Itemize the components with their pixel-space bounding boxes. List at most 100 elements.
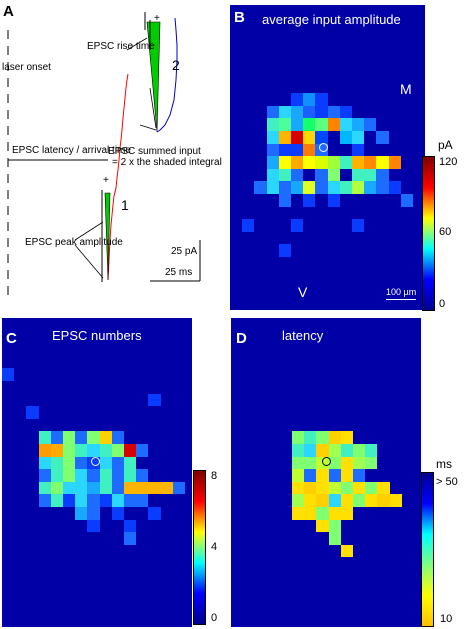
heatmap-cell xyxy=(75,494,88,507)
orientation-m: M xyxy=(400,81,412,97)
heatmap-cell xyxy=(2,368,15,381)
heatmap-cell xyxy=(278,181,291,194)
heatmap-cell xyxy=(388,181,401,194)
heatmap-cell xyxy=(266,168,279,182)
heatmap-cell xyxy=(352,219,365,232)
heatmap-cell xyxy=(340,456,353,470)
heatmap-cell xyxy=(278,194,291,207)
heatmap-cell xyxy=(124,469,137,482)
heatmap-cell xyxy=(50,481,63,495)
heatmap-cell xyxy=(99,481,112,495)
heatmap-cell xyxy=(327,168,340,182)
epsc-count-tick-min: 0 xyxy=(211,612,218,624)
heatmap-cell xyxy=(278,168,291,182)
heatmap-cell xyxy=(87,481,100,495)
heatmap-cell xyxy=(136,481,149,495)
heatmap-cell xyxy=(99,494,112,507)
heatmap-cell xyxy=(352,156,365,169)
heatmap-cell xyxy=(315,105,328,119)
heatmap-cell xyxy=(292,456,305,470)
heatmap-cell xyxy=(376,131,389,144)
heatmap-cell xyxy=(124,519,137,533)
heatmap-cell xyxy=(38,431,51,444)
heatmap-cell xyxy=(352,143,365,157)
heatmap-cell xyxy=(315,156,328,169)
heatmap-cell xyxy=(111,494,124,507)
heatmap-cell xyxy=(75,431,88,444)
heatmap-cell xyxy=(388,156,401,169)
heatmap-cell xyxy=(328,519,341,533)
heatmap-cell xyxy=(87,431,100,444)
heatmap-cell xyxy=(291,181,304,194)
heatmap-cell xyxy=(328,431,341,444)
heatmap-cell xyxy=(364,168,377,182)
panel-letter-d: D xyxy=(236,330,247,347)
rise-time-label: EPSC rise time xyxy=(87,41,155,52)
summed-input-label-1: EPSC summed input xyxy=(108,146,201,157)
heatmap-cell xyxy=(303,131,316,144)
heatmap-cell xyxy=(292,507,305,520)
heatmap-cell xyxy=(304,494,317,507)
epsc-count-tick-max: 8 xyxy=(211,470,218,482)
heatmap-cell xyxy=(63,494,76,507)
heatmap-cell xyxy=(38,456,51,470)
heatmap-cell xyxy=(278,156,291,169)
heatmap-cell xyxy=(266,181,279,194)
latency-map xyxy=(231,318,421,627)
latency-tick-min: 10 xyxy=(440,613,453,625)
heatmap-cell xyxy=(278,244,291,257)
heatmap-cell xyxy=(111,456,124,470)
heatmap-cell xyxy=(111,431,124,444)
heatmap-cell xyxy=(352,131,365,144)
heatmap-cell xyxy=(303,105,316,119)
heatmap-cell xyxy=(316,481,329,495)
heatmap-cell xyxy=(304,507,317,520)
heatmap-cell xyxy=(99,444,112,457)
heatmap-cell xyxy=(328,481,341,495)
heatmap-cell xyxy=(63,431,76,444)
heatmap-cell xyxy=(316,519,329,533)
summed-input-label-2: = 2 x the shaded integral xyxy=(112,157,222,168)
heatmap-cell xyxy=(38,494,51,507)
latency-tick-max: > 50 xyxy=(436,476,458,488)
heatmap-cell xyxy=(353,469,366,482)
scale-y-label: 25 pA xyxy=(171,246,198,257)
heatmap-cell xyxy=(50,494,63,507)
heatmap-cell xyxy=(50,431,63,444)
heatmap-cell xyxy=(99,469,112,482)
heatmap-cell xyxy=(364,118,377,131)
heatmap-cell xyxy=(87,519,100,533)
heatmap-cell xyxy=(136,469,149,482)
scale-x-label: 25 ms xyxy=(165,267,193,278)
amplitude-colorbar xyxy=(422,156,435,311)
heatmap-cell xyxy=(315,93,328,106)
heatmap-cell xyxy=(136,444,149,457)
heatmap-cell xyxy=(377,494,390,507)
heatmap-cell xyxy=(63,444,76,457)
heatmap-cell xyxy=(328,507,341,520)
trace-1-label: 1 xyxy=(121,197,129,213)
epsc-count-colorbar xyxy=(193,470,206,625)
heatmap-cell xyxy=(377,481,390,495)
heatmap-cell xyxy=(291,156,304,169)
epsc-count-map xyxy=(2,318,192,627)
heatmap-cell xyxy=(63,469,76,482)
heatmap-cell xyxy=(99,456,112,470)
heatmap-cell xyxy=(303,93,316,106)
heatmap-cell xyxy=(278,118,291,131)
heatmap-cell xyxy=(38,444,51,457)
heatmap-cell xyxy=(292,494,305,507)
heatmap-cell xyxy=(328,469,341,482)
injection-site-marker xyxy=(91,457,100,466)
plus-marker-2: + xyxy=(154,13,160,24)
heatmap-cell xyxy=(389,494,402,507)
heatmap-cell xyxy=(328,494,341,507)
heatmap-cell xyxy=(328,456,341,470)
heatmap-cell xyxy=(292,431,305,444)
heatmap-cell xyxy=(75,481,88,495)
heatmap-cell xyxy=(266,105,279,119)
heatmap-cell xyxy=(254,181,267,194)
heatmap-cell xyxy=(316,507,329,520)
heatmap-cell xyxy=(124,481,137,495)
heatmap-cell xyxy=(304,469,317,482)
